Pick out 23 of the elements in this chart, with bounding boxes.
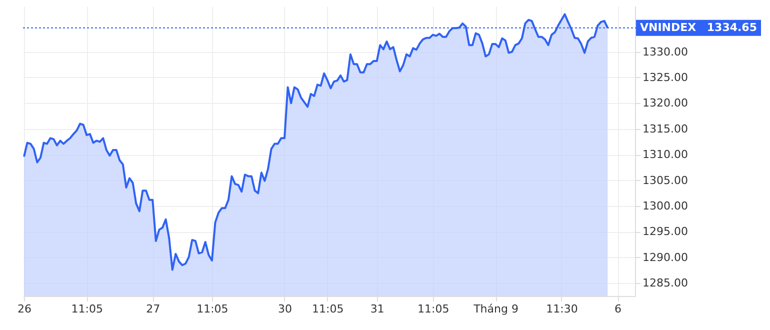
- y-tick-label: 1285.00: [642, 276, 688, 290]
- y-tick-label: 1295.00: [642, 225, 688, 238]
- y-tick-label: 1325.00: [642, 70, 688, 84]
- x-tick-label: 26: [17, 302, 32, 316]
- x-tick-label: 27: [146, 302, 160, 316]
- y-tick-label: 1310.00: [642, 148, 688, 162]
- x-tick-label: Tháng 9: [472, 302, 518, 316]
- y-tick-label: 1315.00: [642, 122, 688, 136]
- x-tick-label: 6: [614, 302, 622, 316]
- y-tick-label: 1290.00: [642, 250, 688, 264]
- y-tick-label: 1320.00: [642, 96, 688, 110]
- x-tick-label: 11:05: [71, 302, 103, 316]
- y-tick-label: 1305.00: [642, 174, 688, 187]
- y-tick-label: 1330.00: [642, 45, 688, 58]
- x-tick-label: 30: [278, 302, 292, 316]
- x-tick-label: 11:05: [312, 302, 344, 316]
- x-tick-label: 11:30: [546, 302, 578, 316]
- x-tick-label: 11:05: [418, 302, 450, 316]
- x-tick-label: 31: [370, 302, 384, 316]
- y-tick-label: 1300.00: [642, 200, 688, 213]
- ref-line-label: 1334.65: [706, 20, 757, 34]
- x-tick-label: 11:05: [196, 302, 228, 316]
- text: VNINDEX: [640, 20, 697, 34]
